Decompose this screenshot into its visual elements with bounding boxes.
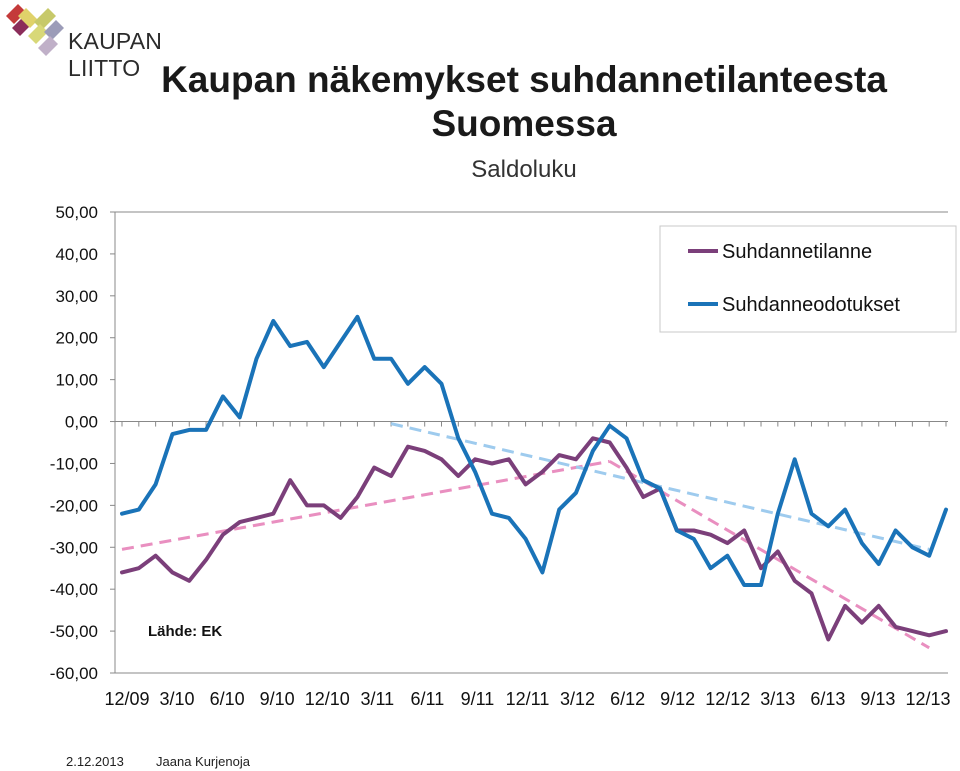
logo-mark-icon — [6, 4, 64, 56]
x-tick-label: 3/11 — [360, 689, 394, 709]
kaupan-liitto-logo: KAUPAN LIITTO — [4, 2, 214, 81]
x-tick-label: 6/13 — [810, 689, 845, 709]
x-tick-label: 12/12 — [705, 689, 750, 709]
series-suhdannetilanne-line — [120, 436, 948, 642]
x-tick-label: 12/13 — [905, 689, 950, 709]
chart-title: Kaupan näkemykset suhdannetilanteesta Su… — [104, 58, 944, 146]
y-tick-label: -60,00 — [50, 664, 98, 683]
x-tick-label: 6/11 — [411, 689, 445, 709]
y-tick-label: 0,00 — [65, 413, 98, 432]
chart-title-line2: Suomessa — [431, 103, 617, 144]
source-note: Lähde: EK — [148, 623, 222, 640]
footer-date: 2.12.2013 — [66, 754, 124, 769]
y-tick-label: 30,00 — [55, 287, 98, 306]
logo-text: KAUPAN LIITTO — [68, 28, 163, 81]
legend-label: Suhdanneodotukset — [722, 294, 900, 316]
chart-subtitle: Saldoluku — [471, 156, 577, 183]
line-chart: 50,00 40,00 30,00 20,00 10,00 0,00 -10,00 -20,0… — [50, 203, 957, 709]
x-tick-label: 9/13 — [860, 689, 895, 709]
legend-label: Suhdannetilanne — [722, 241, 872, 263]
y-tick-label: -40,00 — [50, 580, 98, 599]
y-tick-label: -20,00 — [50, 496, 98, 515]
x-tick-label: 3/12 — [560, 689, 595, 709]
chart-title-line1: Kaupan näkemykset suhdannetilanteesta — [161, 59, 887, 100]
y-tick-label: 50,00 — [55, 203, 98, 222]
x-tick-label: 9/12 — [660, 689, 695, 709]
x-tick-label: 3/10 — [160, 689, 195, 709]
x-tick-label: 6/10 — [210, 689, 245, 709]
trendline-1 — [121, 459, 610, 551]
x-tick-label: 12/10 — [305, 689, 350, 709]
y-tick-label: 10,00 — [55, 371, 98, 390]
x-tick-label: 6/12 — [610, 689, 645, 709]
series-suhdanneodotukset-line — [120, 314, 948, 587]
legend-box — [659, 225, 957, 333]
y-tick-label: 20,00 — [55, 329, 98, 348]
x-tick-label: 9/11 — [461, 689, 495, 709]
footer-author: Jaana Kurjenoja — [156, 754, 250, 769]
x-tick-label: 9/10 — [260, 689, 295, 709]
y-tick-label: -10,00 — [50, 454, 98, 473]
x-tick-label: 12/11 — [506, 689, 550, 709]
y-tick-label: 40,00 — [55, 245, 98, 264]
x-tick-label: 12/09 — [104, 689, 149, 709]
x-tick-label: 3/13 — [760, 689, 795, 709]
y-tick-label: -30,00 — [50, 538, 98, 557]
y-tick-label: -50,00 — [50, 622, 98, 641]
